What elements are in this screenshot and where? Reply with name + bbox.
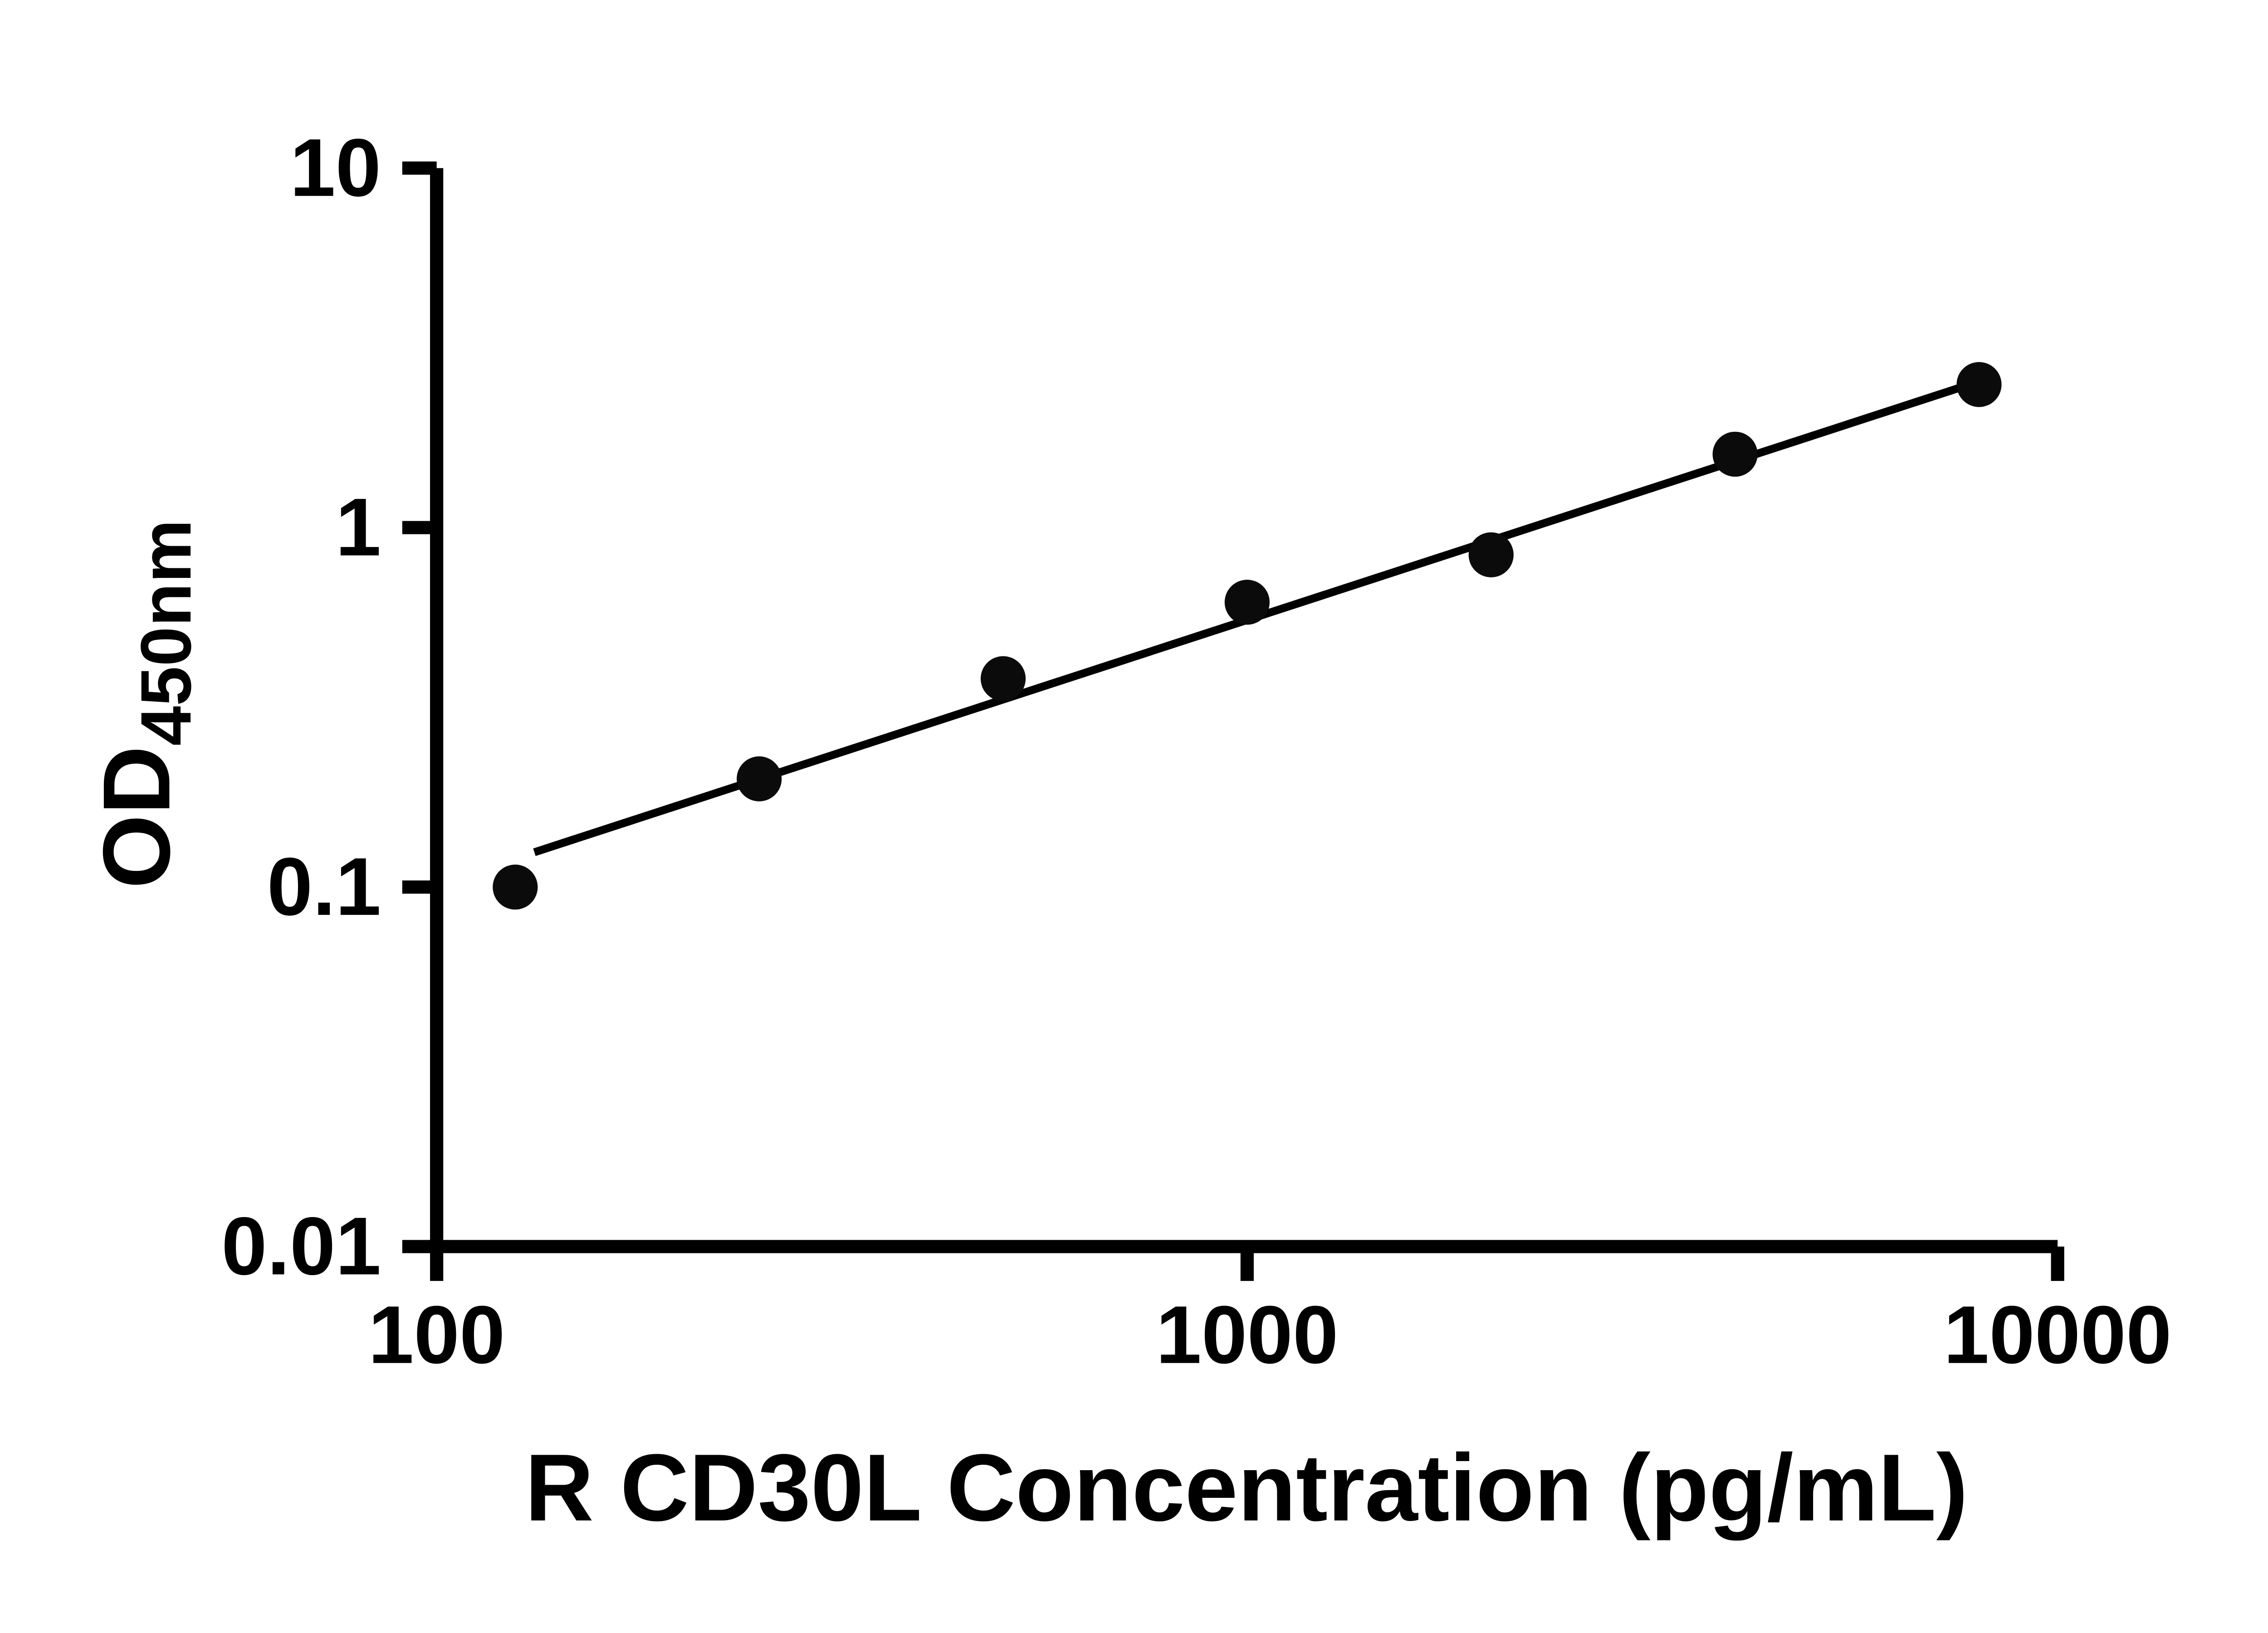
data-point [1224, 580, 1270, 625]
ticks-layer: 0.01 0.1 1 10 100 1000 10000 [221, 122, 2172, 1381]
y-axis-title-subscript: 450nm [126, 519, 206, 746]
x-tick-label: 100 [368, 1289, 505, 1381]
x-axis-title: R CD30L Concentration (pg/mL) [525, 1434, 1968, 1541]
series-layer [493, 362, 2002, 910]
y-tick-label: 0.01 [221, 1200, 381, 1292]
data-point [980, 656, 1026, 701]
data-point [493, 864, 538, 910]
data-point [1956, 362, 2002, 407]
data-point [737, 756, 782, 802]
axes-layer [430, 168, 2058, 1253]
data-point [1712, 431, 1758, 477]
y-tick-label: 0.1 [267, 841, 381, 933]
y-axis-title: OD450nm [83, 519, 206, 889]
axis-frame [430, 168, 2058, 1253]
y-tick-label: 10 [290, 122, 381, 214]
data-point [1468, 532, 1514, 577]
y-axis-title-main: OD [83, 746, 190, 889]
y-tick-label: 1 [336, 481, 381, 573]
x-tick-label: 1000 [1156, 1289, 1338, 1381]
x-tick-label: 10000 [1944, 1289, 2172, 1381]
